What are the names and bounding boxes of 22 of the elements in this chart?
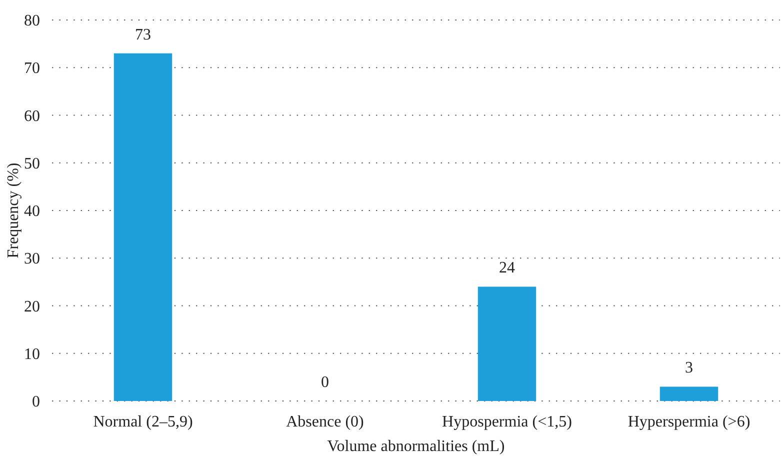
y-axis-title: Frequency (%) bbox=[5, 162, 22, 258]
y-tick-label: 50 bbox=[24, 155, 40, 172]
data-label: 24 bbox=[499, 260, 515, 277]
y-tick-label: 60 bbox=[24, 108, 40, 125]
x-axis-title: Volume abnormalities (mL) bbox=[327, 438, 505, 455]
y-tick-label: 10 bbox=[24, 346, 40, 363]
x-tick-label: Normal (2–5,9) bbox=[93, 414, 193, 431]
data-label: 3 bbox=[685, 360, 693, 377]
x-tick-label: Hypospermia (<1,5) bbox=[442, 414, 572, 431]
bar bbox=[114, 53, 172, 401]
bar bbox=[660, 386, 718, 401]
x-tick-label: Absence (0) bbox=[286, 414, 364, 431]
data-label: 73 bbox=[135, 26, 151, 44]
y-tick-label: 20 bbox=[24, 298, 40, 316]
data-label: 0 bbox=[321, 374, 329, 391]
y-tick-label: 30 bbox=[24, 250, 40, 268]
y-tick-label: 80 bbox=[24, 12, 40, 30]
y-tick-label: 0 bbox=[32, 394, 40, 411]
y-tick-label: 70 bbox=[24, 60, 40, 78]
y-tick-label: 40 bbox=[24, 203, 40, 220]
bar bbox=[478, 286, 536, 401]
x-tick-label: Hyperspermia (>6) bbox=[628, 414, 750, 431]
